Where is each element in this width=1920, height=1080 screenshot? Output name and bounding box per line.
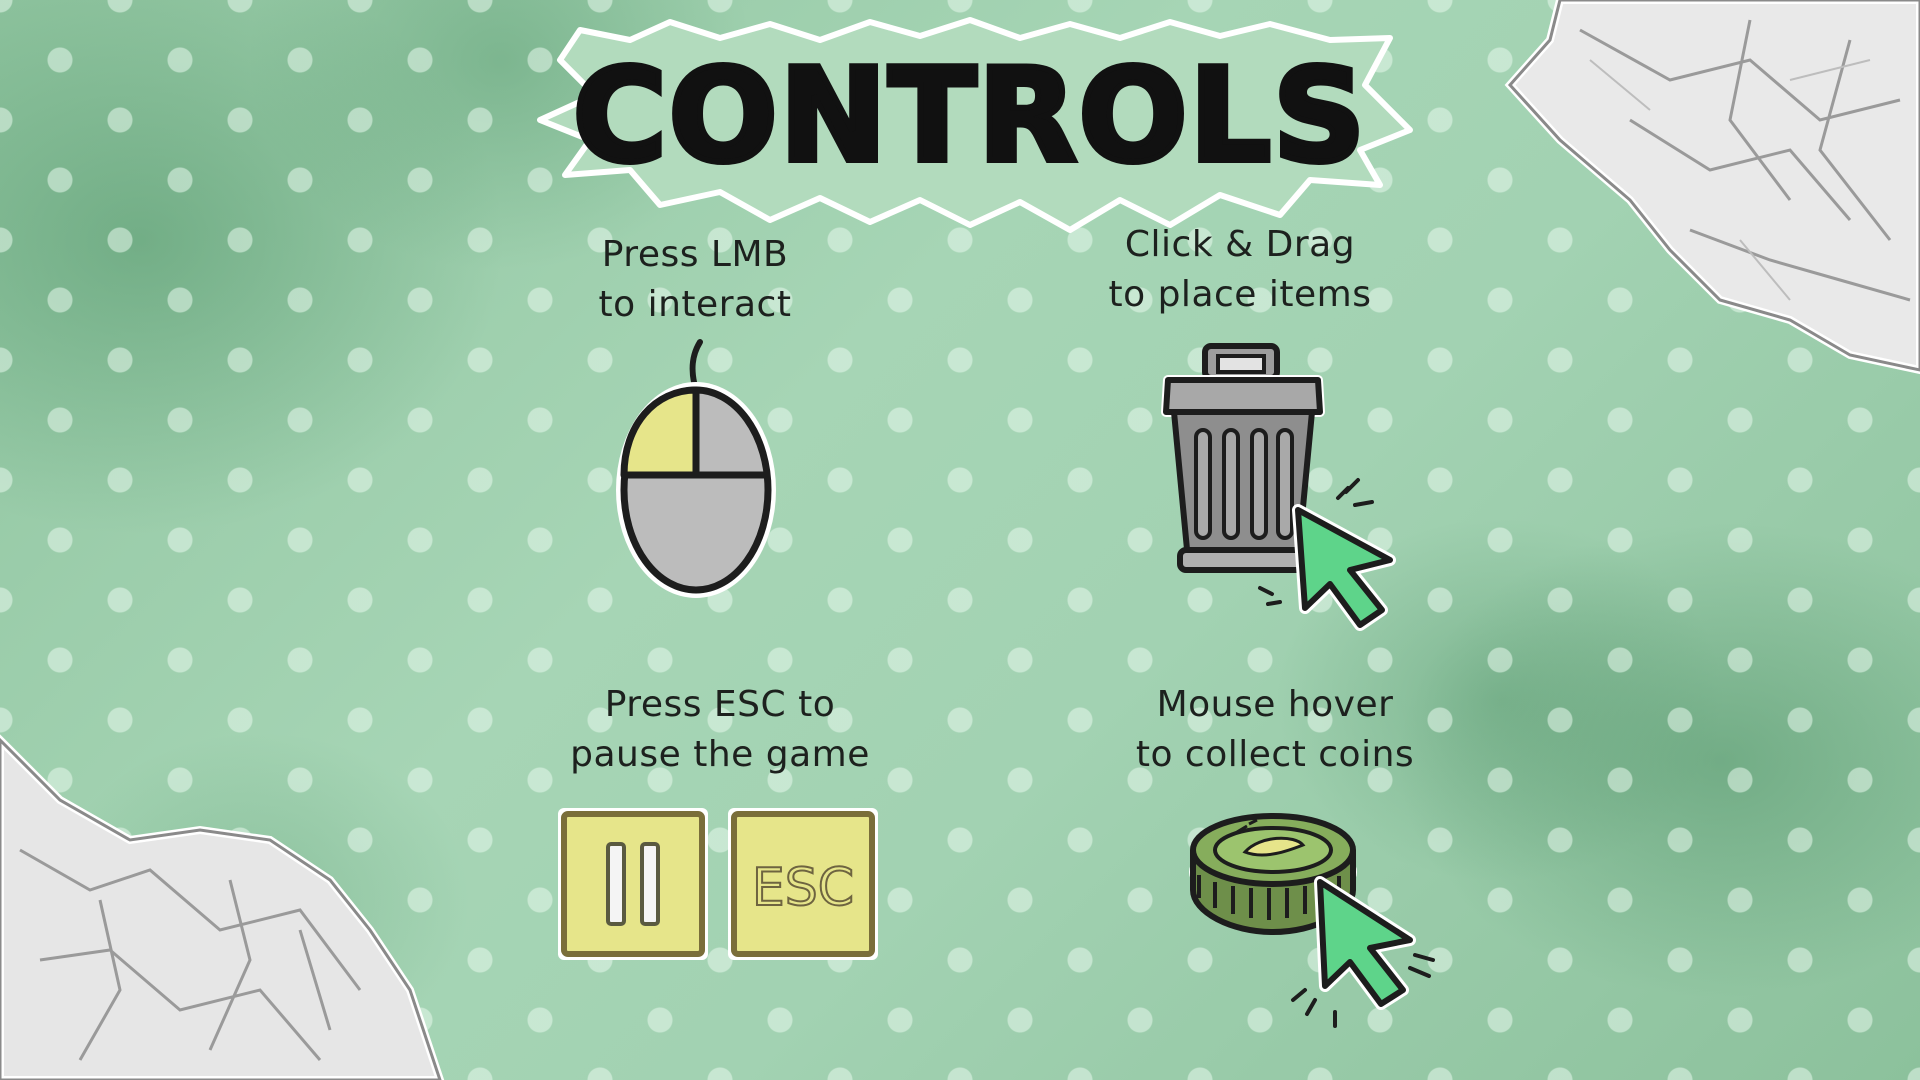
caption-line-1: Press ESC to — [604, 684, 836, 725]
crumpled-paper-top-right — [1504, 0, 1920, 375]
caption-line-2: to interact — [598, 284, 792, 325]
esc-key-label: ESC — [752, 858, 854, 918]
control-caption-coins: Mouse hover to collect coins — [1110, 680, 1440, 780]
coin-hover-icon — [1189, 813, 1435, 1028]
caption-line-1: Mouse hover — [1156, 684, 1394, 725]
caption-line-2: to place items — [1108, 274, 1372, 315]
control-caption-pause: Press ESC to pause the game — [555, 680, 885, 780]
pause-key-icon: ESC — [558, 808, 878, 960]
cursor-arrow-icon — [1292, 504, 1396, 631]
mouse-left-button-icon — [616, 339, 776, 598]
control-caption-interact: Press LMB to interact — [555, 230, 835, 330]
caption-line-1: Click & Drag — [1124, 224, 1356, 265]
trash-can-drag-icon — [1161, 343, 1396, 631]
caption-line-2: pause the game — [570, 734, 870, 775]
caption-line-2: to collect coins — [1135, 734, 1415, 775]
crumpled-paper-bottom-left — [0, 734, 445, 1080]
title-banner: CONTROLS — [537, 17, 1413, 233]
caption-line-1: Press LMB — [601, 234, 789, 275]
page-title: CONTROLS — [573, 42, 1367, 191]
control-caption-drag: Click & Drag to place items — [1080, 220, 1400, 320]
cursor-arrow-icon — [1314, 876, 1416, 1010]
